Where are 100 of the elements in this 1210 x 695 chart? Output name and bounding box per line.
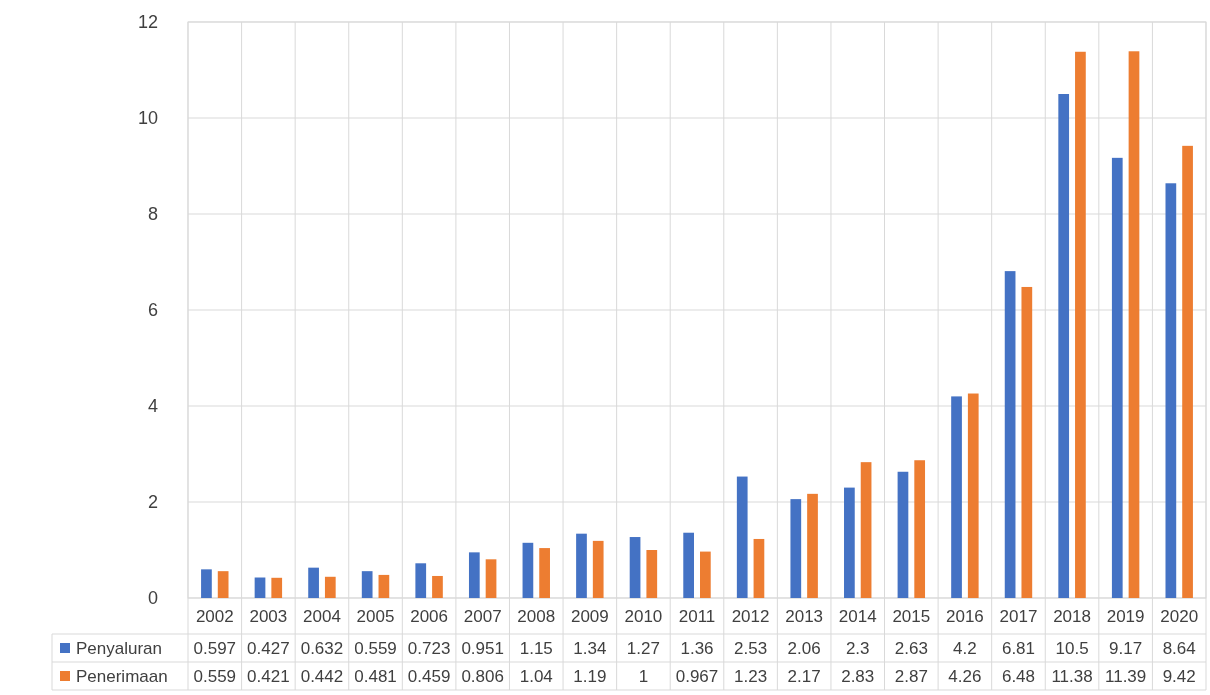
bar bbox=[308, 567, 319, 598]
x-tick-label: 2003 bbox=[249, 606, 288, 626]
y-tick-label: 10 bbox=[137, 108, 158, 129]
x-tick-label: 2013 bbox=[785, 606, 824, 626]
bar bbox=[897, 471, 909, 598]
bar bbox=[576, 533, 587, 598]
data-label: 0.427 bbox=[247, 638, 290, 658]
bar bbox=[361, 571, 373, 598]
data-label: 2.17 bbox=[787, 666, 821, 686]
x-tick-label: 2009 bbox=[570, 606, 609, 626]
bar bbox=[1165, 183, 1177, 598]
data-label: 0.559 bbox=[354, 638, 397, 658]
x-tick-label: 2020 bbox=[1160, 606, 1199, 626]
bar bbox=[860, 462, 872, 598]
data-label: 1.04 bbox=[519, 666, 553, 686]
bar bbox=[951, 396, 962, 598]
bar bbox=[254, 577, 266, 598]
x-tick-label: 2004 bbox=[303, 606, 341, 626]
data-label: 6.81 bbox=[1001, 638, 1036, 658]
bar bbox=[415, 563, 427, 598]
data-label: 1.19 bbox=[573, 666, 607, 686]
y-tick-label: 2 bbox=[147, 492, 158, 513]
x-tick-label: 2015 bbox=[892, 606, 931, 626]
data-label: 0.806 bbox=[461, 666, 504, 686]
data-label: 8.64 bbox=[1162, 638, 1196, 658]
x-tick-label: 2014 bbox=[838, 606, 877, 626]
x-tick-label: 2005 bbox=[356, 606, 395, 626]
data-label: 11.38 bbox=[1051, 666, 1093, 686]
bar bbox=[271, 577, 283, 598]
data-label: 11.39 bbox=[1104, 666, 1147, 686]
bar bbox=[629, 537, 641, 598]
legend-label: Penyaluran bbox=[76, 638, 163, 658]
data-label: 1.23 bbox=[734, 666, 768, 686]
bar bbox=[736, 476, 748, 598]
y-tick-label: 0 bbox=[147, 588, 158, 609]
data-label: 0.597 bbox=[193, 638, 237, 658]
data-label: 0.723 bbox=[407, 638, 451, 658]
bar bbox=[790, 499, 802, 598]
data-label: 0.459 bbox=[407, 666, 451, 686]
data-label: 2.63 bbox=[894, 638, 928, 658]
data-label: 9.17 bbox=[1109, 638, 1143, 658]
bar bbox=[217, 571, 229, 598]
x-tick-label: 2012 bbox=[731, 606, 770, 626]
bar bbox=[646, 550, 658, 598]
bar bbox=[1004, 271, 1016, 598]
x-tick-label: 2017 bbox=[999, 606, 1038, 626]
bar bbox=[592, 540, 604, 598]
data-label: 2.87 bbox=[894, 666, 928, 686]
data-label: 4.26 bbox=[948, 666, 982, 686]
bar bbox=[378, 574, 390, 598]
bar bbox=[1075, 51, 1086, 598]
x-tick-label: 2010 bbox=[624, 606, 663, 626]
bar bbox=[700, 551, 711, 598]
data-label: 1.15 bbox=[519, 638, 553, 658]
x-tick-label: 2008 bbox=[517, 606, 556, 626]
bar bbox=[1128, 51, 1140, 598]
x-tick-label: 2007 bbox=[463, 606, 502, 626]
y-tick-label: 8 bbox=[147, 204, 158, 225]
x-tick-label: 2002 bbox=[195, 606, 234, 626]
data-label: 1.36 bbox=[680, 638, 714, 658]
bar bbox=[1021, 286, 1033, 598]
data-label: 1 bbox=[638, 666, 649, 686]
bar bbox=[1058, 94, 1070, 598]
y-tick-label: 12 bbox=[137, 12, 158, 33]
bar bbox=[539, 548, 550, 598]
bar bbox=[324, 576, 336, 598]
data-label: 0.481 bbox=[354, 666, 397, 686]
data-label: 0.559 bbox=[193, 666, 237, 686]
y-tick-label: 6 bbox=[147, 300, 158, 321]
data-label: 2.53 bbox=[734, 638, 768, 658]
bar bbox=[967, 393, 979, 598]
bar bbox=[432, 575, 443, 598]
bar bbox=[914, 460, 926, 598]
data-label: 0.632 bbox=[300, 638, 344, 658]
bar bbox=[683, 532, 694, 598]
x-tick-label: 2011 bbox=[678, 606, 716, 626]
x-tick-label: 2016 bbox=[945, 606, 984, 626]
data-label: 2.3 bbox=[845, 638, 870, 658]
data-label: 1.27 bbox=[626, 638, 660, 658]
data-label: 2.06 bbox=[787, 638, 821, 658]
bar bbox=[753, 538, 765, 598]
data-label: 9.42 bbox=[1162, 666, 1196, 686]
y-tick-label: 4 bbox=[147, 396, 158, 417]
x-tick-label: 2018 bbox=[1053, 606, 1091, 626]
data-label: 1.34 bbox=[573, 638, 607, 658]
bar bbox=[1182, 145, 1193, 598]
bar bbox=[1111, 157, 1123, 598]
x-tick-label: 2006 bbox=[410, 606, 449, 626]
legend-label: Penerimaan bbox=[76, 666, 168, 686]
data-label: 4.2 bbox=[953, 638, 977, 658]
bar bbox=[485, 559, 497, 598]
bar bbox=[844, 487, 855, 598]
data-label: 0.951 bbox=[461, 638, 504, 658]
bar bbox=[522, 542, 534, 598]
bar bbox=[201, 569, 212, 598]
x-tick-label: 2019 bbox=[1106, 606, 1145, 626]
data-label: 0.442 bbox=[300, 666, 344, 686]
data-label: 2.83 bbox=[841, 666, 875, 686]
bar bbox=[468, 552, 480, 598]
data-label: 0.421 bbox=[247, 666, 290, 686]
